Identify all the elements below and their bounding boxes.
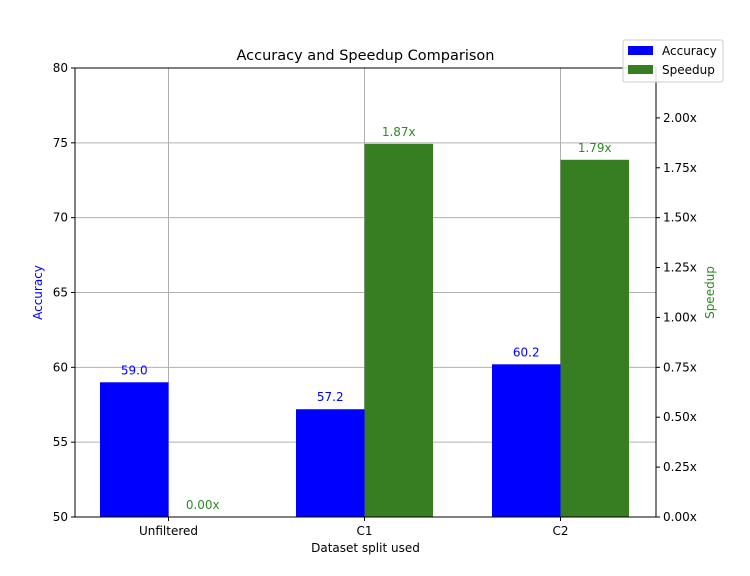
bar-speedup-c2 xyxy=(560,159,629,517)
bar-accuracy-c1 xyxy=(296,409,365,517)
data-label-accuracy: 57.2 xyxy=(317,390,344,404)
y-right-tick-label: 1.25x xyxy=(663,261,697,275)
x-tick-label: C2 xyxy=(552,524,568,538)
bars-layer xyxy=(100,143,629,517)
y-right-tick-label: 1.50x xyxy=(663,211,697,225)
legend-swatch-accuracy xyxy=(628,46,653,55)
legend-label-speedup: Speedup xyxy=(662,63,715,77)
y-right-tick-label: 1.75x xyxy=(663,161,697,175)
legend-label-accuracy: Accuracy xyxy=(662,44,717,58)
y-right-tick-label: 0.75x xyxy=(663,360,697,374)
x-tick-label: C1 xyxy=(356,524,372,538)
axes-layer: 50 55 60 65 70 75 80 0.00x 0.25x 0.50x 0.75x 1.00x 1… xyxy=(53,61,697,538)
y-right-tick-label: 0.00x xyxy=(663,510,697,524)
bar-accuracy-c2 xyxy=(492,364,561,517)
bar-accuracy-unfiltered xyxy=(100,382,169,517)
y-left-tick-label: 55 xyxy=(53,435,68,449)
y-right-tick-label: 0.50x xyxy=(663,410,697,424)
x-axis-label: Dataset split used xyxy=(311,541,420,555)
x-tick-label: Unfiltered xyxy=(139,524,198,538)
y-left-tick-label: 75 xyxy=(53,136,68,150)
y-right-tick-label: 2.00x xyxy=(663,111,697,125)
y-left-tick-label: 65 xyxy=(53,286,68,300)
legend-swatch-speedup xyxy=(628,65,653,74)
bar-speedup-c1 xyxy=(364,143,433,517)
y-left-tick-label: 70 xyxy=(53,211,68,225)
data-label-accuracy: 60.2 xyxy=(513,345,540,359)
legend: Accuracy Speedup xyxy=(622,39,724,83)
data-labels-layer: 59.0 57.2 60.2 0.00x 1.87x 1.79x xyxy=(121,125,612,512)
y-axis-right-label: Speedup xyxy=(703,266,717,319)
y-right-tick-label: 0.25x xyxy=(663,460,697,474)
chart-title: Accuracy and Speedup Comparison xyxy=(237,48,495,64)
data-label-speedup: 1.79x xyxy=(578,141,612,155)
y-left-tick-label: 80 xyxy=(53,61,68,75)
data-label-speedup: 1.87x xyxy=(382,125,416,139)
y-left-tick-label: 60 xyxy=(53,360,68,374)
y-left-tick-label: 50 xyxy=(53,510,68,524)
data-label-accuracy: 59.0 xyxy=(121,363,148,377)
y-axis-left-label: Accuracy xyxy=(31,265,45,320)
data-label-speedup: 0.00x xyxy=(186,498,220,512)
y-right-tick-label: 1.00x xyxy=(663,310,697,324)
